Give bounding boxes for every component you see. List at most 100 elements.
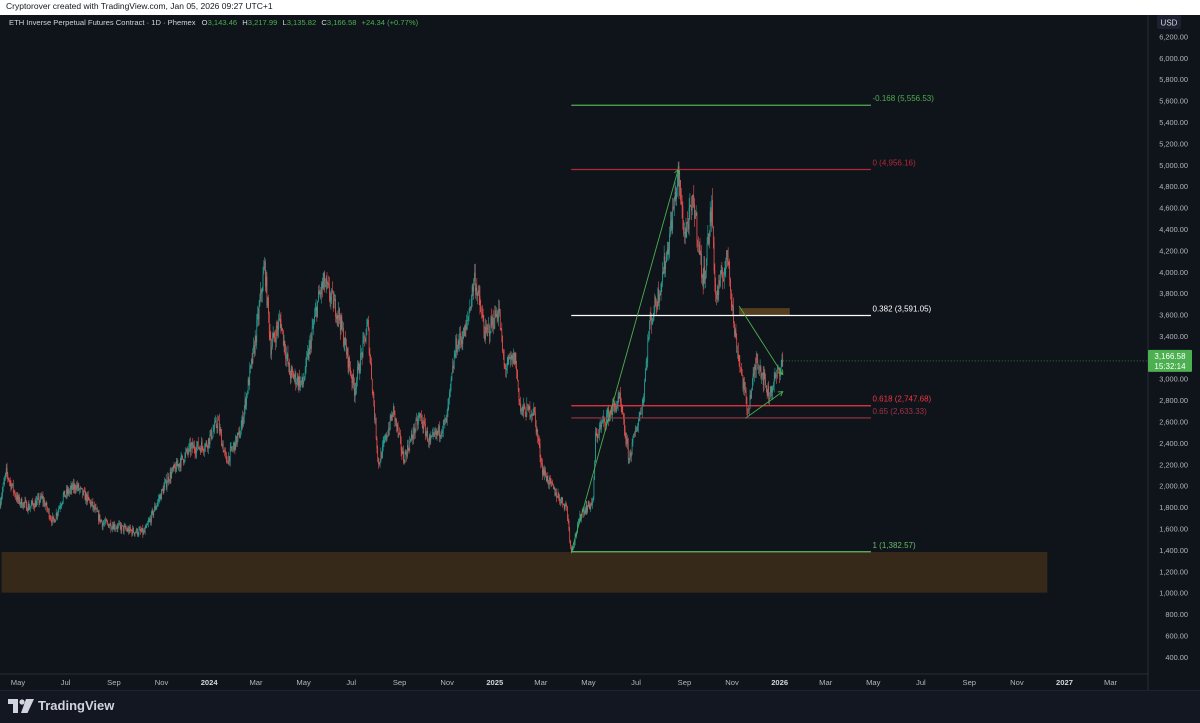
candle <box>360 353 361 371</box>
candle <box>318 291 319 301</box>
candle <box>480 306 481 312</box>
candle <box>507 365 508 368</box>
candle <box>501 330 502 336</box>
candle <box>500 313 501 329</box>
candle <box>361 353 362 354</box>
price-chart[interactable]: -0.168 (5,556.53)0 (4,956.16)0.382 (3,59… <box>0 15 1200 690</box>
candle <box>713 226 714 243</box>
candle <box>163 490 164 494</box>
candle <box>475 273 476 291</box>
candle <box>104 523 105 524</box>
candle <box>594 479 595 498</box>
candle <box>250 365 251 368</box>
candle <box>685 232 686 236</box>
candle <box>364 336 365 338</box>
candle <box>22 507 23 508</box>
candle <box>118 524 119 525</box>
candle <box>565 505 566 506</box>
candle <box>711 212 712 222</box>
candle <box>546 476 547 481</box>
candle <box>743 382 744 389</box>
candle <box>373 391 374 393</box>
candle <box>484 331 485 339</box>
candle <box>566 505 567 507</box>
candle <box>34 507 35 508</box>
candle <box>420 414 421 416</box>
price-unit-box[interactable]: USD <box>1157 15 1181 29</box>
candle <box>185 452 186 454</box>
candle <box>109 526 110 528</box>
candle <box>7 468 8 474</box>
candle <box>573 546 574 549</box>
candle <box>684 232 685 233</box>
candle <box>291 369 292 379</box>
candle <box>235 436 236 450</box>
candle <box>263 275 264 291</box>
candle <box>336 317 337 319</box>
candle <box>61 506 62 507</box>
candle <box>591 503 592 505</box>
candle <box>82 488 83 494</box>
tradingview-logo-icon <box>8 699 34 713</box>
candle <box>18 495 19 500</box>
candle <box>651 316 652 317</box>
candle <box>549 477 550 484</box>
candle <box>218 420 219 421</box>
candle <box>717 291 718 299</box>
candle <box>454 356 455 368</box>
candle <box>301 381 302 382</box>
candle <box>165 479 166 482</box>
candle <box>627 438 628 444</box>
candle <box>458 341 459 351</box>
candle <box>133 528 134 533</box>
price-tick-label: 1,600.00 <box>1159 525 1188 534</box>
candle <box>410 439 411 441</box>
price-tick-label: 5,600.00 <box>1159 97 1188 106</box>
candle <box>359 371 360 373</box>
candle <box>396 419 397 426</box>
price-tick-label: 4,000.00 <box>1159 268 1188 277</box>
candle <box>664 257 665 274</box>
candle <box>662 272 663 282</box>
candle <box>528 405 529 410</box>
candle <box>235 443 236 450</box>
candle <box>483 315 484 322</box>
candle <box>375 419 376 420</box>
candle <box>112 526 113 529</box>
candle <box>42 496 43 498</box>
candle <box>699 245 700 246</box>
candle <box>276 326 277 342</box>
candle <box>353 374 354 384</box>
candle <box>708 234 709 244</box>
candle <box>39 501 40 503</box>
candle <box>727 250 728 255</box>
candle <box>468 316 469 319</box>
candle <box>2 490 3 496</box>
candle <box>245 399 246 406</box>
candle <box>1 496 2 501</box>
price-tick-label: 4,400.00 <box>1159 225 1188 234</box>
candle <box>73 483 74 489</box>
candle <box>553 485 554 489</box>
candle <box>131 530 132 531</box>
candle <box>135 532 136 533</box>
candle <box>101 520 102 522</box>
candle <box>22 499 23 507</box>
candle <box>288 354 289 364</box>
candle <box>704 266 705 284</box>
candle <box>186 449 187 452</box>
candle <box>774 379 775 385</box>
candle <box>221 433 222 447</box>
candle <box>517 371 518 381</box>
candle <box>568 517 569 521</box>
candle <box>107 522 108 524</box>
candle <box>314 316 315 322</box>
candle <box>561 500 562 503</box>
legend-line[interactable]: ETH Inverse Perpetual Futures Contract ·… <box>9 18 419 27</box>
candle <box>197 442 198 447</box>
candle <box>282 328 283 330</box>
candle <box>370 354 371 358</box>
candle <box>782 360 783 367</box>
candle <box>596 433 597 434</box>
candle <box>701 254 702 278</box>
